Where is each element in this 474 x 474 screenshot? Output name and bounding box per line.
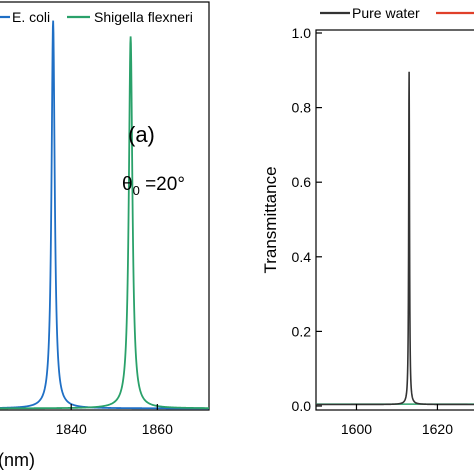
panel-b-ticks: 1600 1620 0.0 0.2 0.4 0.6 0.8 1.0 bbox=[292, 25, 454, 437]
panel-b-frame bbox=[315, 29, 474, 411]
panel-a-x-ticks: 1840 1860 bbox=[56, 404, 173, 437]
panel-b-legend: Pure water bbox=[320, 5, 474, 21]
x-tick-label-1860: 1860 bbox=[142, 421, 173, 437]
b-y-tick-label-3: 0.6 bbox=[292, 174, 312, 190]
panel-a-label: (a) bbox=[128, 122, 155, 147]
x-tick-label-1840: 1840 bbox=[56, 421, 87, 437]
panel-a-series bbox=[0, 20, 209, 410]
b-y-tick-label-4: 0.8 bbox=[292, 100, 312, 116]
theta-symbol: θ bbox=[122, 174, 133, 195]
legend-label-shigella: Shigella flexneri bbox=[94, 9, 193, 25]
series-line-pure-water bbox=[316, 71, 474, 406]
legend-label-pure-water: Pure water bbox=[352, 5, 420, 21]
panel-b-series bbox=[316, 71, 474, 406]
b-x-tick-label-1620: 1620 bbox=[422, 421, 453, 437]
panel-b: 1600 1620 0.0 0.2 0.4 0.6 0.8 1.0 Pure water Tr… bbox=[261, 5, 474, 437]
b-y-tick-label-5: 1.0 bbox=[292, 25, 312, 41]
panel-a: 1840 1860 E. coli Shigella flexneri (a) θ… bbox=[0, 1, 210, 470]
panel-b-y-axis-label: Transmittance bbox=[261, 166, 280, 273]
legend-label-e-coli: E. coli bbox=[12, 9, 50, 25]
b-y-tick-label-0: 0.0 bbox=[292, 398, 312, 414]
series-line-shigella-flexneri bbox=[0, 36, 209, 410]
angle-value: =20° bbox=[140, 174, 185, 195]
panel-a-frame bbox=[0, 1, 210, 411]
series-line-e-coli bbox=[0, 20, 209, 410]
b-y-tick-label-2: 0.4 bbox=[292, 249, 312, 265]
panel-a-x-axis-label: (nm) bbox=[0, 450, 35, 470]
b-x-tick-label-1600: 1600 bbox=[341, 421, 372, 437]
theta-subscript: 0 bbox=[133, 183, 140, 198]
angle-annotation: θ0 =20° bbox=[122, 174, 185, 198]
b-y-tick-label-1: 0.2 bbox=[292, 323, 312, 339]
panel-a-legend: E. coli Shigella flexneri bbox=[0, 9, 193, 25]
